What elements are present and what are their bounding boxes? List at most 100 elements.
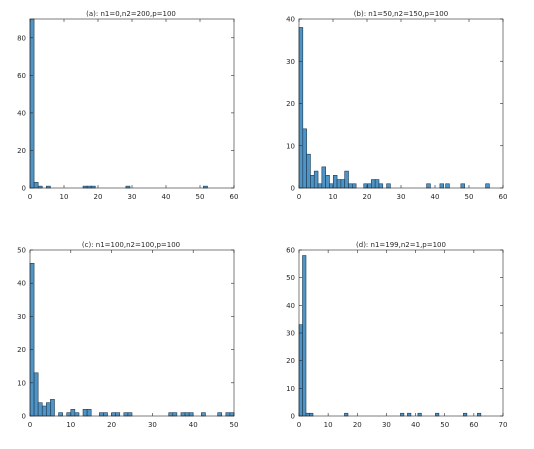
panel-d-bar-5 — [400, 412, 405, 417]
panel-c-xtick-label-30: 30 — [148, 421, 157, 429]
panel-c-xtick-label-40: 40 — [189, 421, 198, 429]
panel-c-bar-6 — [58, 412, 63, 417]
panel-d-bars — [298, 255, 482, 417]
panel-d-bar-9 — [463, 412, 468, 417]
panel-b-bar-7 — [325, 175, 330, 189]
panel-d-bar-1 — [302, 255, 307, 417]
panel-b-bar-21 — [426, 183, 431, 189]
panel-b-bar-17 — [371, 179, 376, 189]
panel-a-bar-0 — [29, 18, 35, 189]
panel-c-bar-7 — [66, 412, 72, 417]
panel-b-bars — [298, 27, 490, 189]
panel-a: (a): n1=0,n2=200,p=100 0 10 20 30 40 50 60 0 20 4… — [17, 10, 238, 201]
panel-c-axes: 0 10 20 30 40 50 0 10 20 30 40 50 — [17, 247, 238, 430]
panel-d-bar-3 — [309, 412, 314, 417]
panel-b-bar-25 — [485, 183, 490, 189]
panel-c-bar-9 — [74, 412, 80, 417]
panel-c-xtick-label-10: 10 — [66, 421, 75, 429]
panel-c-xtick-label-20: 20 — [107, 421, 116, 429]
panel-d-xtick-label-60: 60 — [469, 421, 478, 429]
panel-b-bar-9 — [332, 175, 338, 189]
panel-c-bar-22 — [188, 412, 194, 417]
panel-d-bar-7 — [417, 412, 422, 417]
panel-a-xtick-label-40: 40 — [162, 193, 171, 201]
panel-c-bar-1 — [33, 372, 39, 417]
panel-c-bar-12 — [99, 412, 104, 417]
panel-a-ytick-label-60: 60 — [17, 72, 26, 80]
panel-c-bar-4 — [46, 402, 51, 417]
panel-b-bar-24 — [460, 183, 465, 189]
panel-d-ytick-label-0: 0 — [291, 413, 295, 421]
panel-d-xtick-label-50: 50 — [440, 421, 449, 429]
panel-b-xtick-label-50: 50 — [465, 193, 474, 201]
panel-b-bar-8 — [329, 183, 334, 189]
panel-d-xtick-label-40: 40 — [411, 421, 420, 429]
panel-c-bar-20 — [180, 412, 186, 417]
panel-d: (d): n1=199,n2=1,p=100 0 10 20 30 40 50 60 70 0 1… — [286, 241, 507, 429]
panel-c-bar-8 — [70, 409, 76, 417]
panel-b-xtick-label-40: 40 — [431, 193, 440, 201]
panel-d-axes: 0 10 20 30 40 50 60 70 0 10 20 30 40 50 60 — [286, 247, 507, 430]
panel-a-ytick-label-0: 0 — [22, 185, 26, 193]
panel-a-axes: 0 10 20 30 40 50 60 0 20 40 60 80 — [17, 18, 239, 201]
panel-b-axes: 0 10 20 30 40 50 60 0 10 20 30 40 — [286, 16, 507, 202]
panel-d-bar-0 — [298, 324, 303, 417]
panel-c-bar-18 — [168, 412, 174, 417]
panel-c-ytick-label-50: 50 — [17, 247, 26, 255]
panel-a-xtick-label-60: 60 — [230, 193, 239, 201]
panel-a-xtick-label-20: 20 — [94, 193, 103, 201]
panel-c-bar-25 — [225, 412, 231, 417]
panel-b-bar-10 — [336, 179, 342, 189]
panel-c-bar-2 — [37, 402, 43, 417]
panel-d-bar-4 — [344, 412, 349, 417]
panel-c-ytick-label-40: 40 — [17, 280, 26, 288]
panel-d-ytick-label-60: 60 — [286, 247, 295, 255]
panel-b-bar-23 — [445, 183, 450, 189]
panel-c-bar-10 — [82, 409, 88, 417]
panel-d-xtick-label-30: 30 — [382, 421, 391, 429]
panel-a-xtick-label-10: 10 — [60, 193, 69, 201]
panel-c-bar-13 — [103, 412, 108, 417]
panel-b-ytick-label-30: 30 — [286, 58, 295, 66]
panel-d-ytick-label-20: 20 — [286, 357, 295, 365]
panel-b-bar-18 — [374, 179, 380, 189]
panel-c-bar-23 — [201, 412, 206, 417]
panel-c-bar-14 — [111, 412, 116, 417]
panel-c-bar-11 — [86, 409, 92, 417]
panel-d-bar-10 — [477, 412, 482, 417]
panel-b-bar-14 — [352, 183, 357, 189]
panel-c-bars — [29, 262, 235, 417]
panel-b-bar-16 — [367, 183, 372, 189]
panel-b-bar-5 — [317, 183, 323, 189]
panel-b-bar-6 — [321, 166, 326, 189]
panel-b-bar-3 — [310, 175, 315, 189]
panel-b-xtick-label-20: 20 — [363, 193, 372, 201]
panel-c-bar-16 — [123, 412, 129, 417]
panel-c-bar-26 — [229, 412, 235, 417]
panel-b-ytick-label-20: 20 — [286, 100, 295, 108]
panel-d-xtick-label-10: 10 — [324, 421, 333, 429]
panel-b: (b): n1=50,n2=150,p=100 0 10 20 30 40 50 60 0 10… — [286, 10, 507, 201]
panel-a-bars — [29, 18, 208, 189]
panel-d-ytick-label-50: 50 — [286, 274, 295, 282]
panel-c-bar-15 — [115, 412, 121, 417]
panel-c-bar-5 — [50, 399, 55, 417]
panel-c-bar-0 — [29, 262, 35, 417]
panel-c-ytick-label-30: 30 — [17, 313, 26, 321]
panel-b-bar-2 — [306, 153, 311, 189]
panel-b-xtick-label-30: 30 — [397, 193, 406, 201]
panel-c-axes-box — [29, 249, 235, 417]
panel-b-title: (b): n1=50,n2=150,p=100 — [354, 10, 448, 18]
panel-a-xtick-label-0: 0 — [28, 193, 32, 201]
panel-c-bar-19 — [172, 412, 178, 417]
panel-d-title: (d): n1=199,n2=1,p=100 — [356, 241, 446, 249]
panel-d-xtick-label-20: 20 — [353, 421, 362, 429]
panel-b-bar-4 — [313, 170, 319, 189]
panel-b-bar-20 — [386, 183, 391, 189]
panel-b-ytick-label-40: 40 — [286, 16, 295, 24]
panel-b-axes-box — [298, 18, 504, 189]
panel-c-xtick-label-50: 50 — [230, 421, 239, 429]
panel-d-bar-8 — [435, 412, 440, 417]
panel-c: (c): n1=100,n2=100,p=100 0 10 20 30 40 50 0 10 2… — [17, 241, 238, 429]
panel-d-axes-box — [298, 249, 504, 417]
